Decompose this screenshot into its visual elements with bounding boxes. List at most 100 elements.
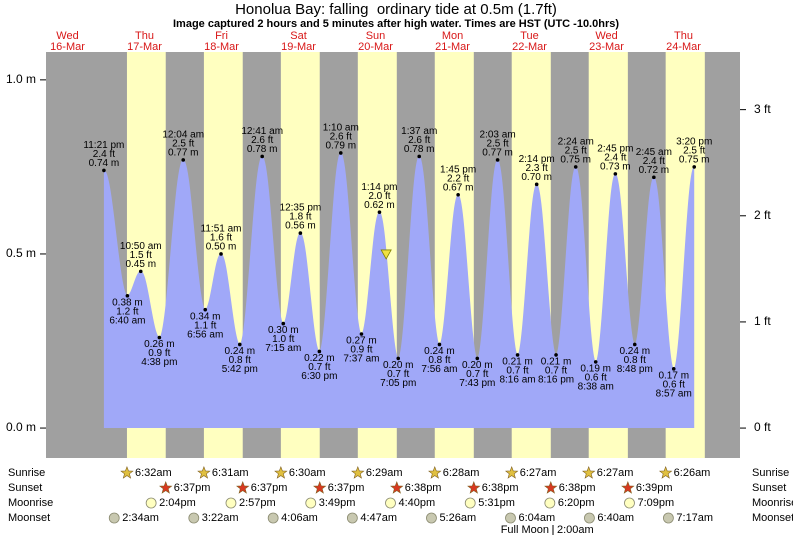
extreme-label: 0.30 m <box>268 325 299 336</box>
extreme-label: 2:24 am <box>558 137 594 148</box>
extreme-label: 1:45 pm <box>440 164 476 175</box>
day-label: Tue <box>520 30 539 42</box>
extreme-dot <box>359 332 364 336</box>
y2-tick-label: 0 ft <box>754 420 771 434</box>
sunset-icon <box>159 480 173 494</box>
extreme-label: 0.70 m <box>521 172 552 183</box>
row-label: Sunrise <box>752 467 789 479</box>
y2-tick-label: 2 ft <box>754 208 771 222</box>
extreme-label: 7:37 am <box>343 354 379 365</box>
y-tick-label: 1.0 m <box>6 72 36 86</box>
extreme-label: 11:21 pm <box>83 140 124 151</box>
extreme-label: 1.2 ft <box>116 306 138 317</box>
sunrise-icon <box>274 465 288 479</box>
extreme-label: 8:57 am <box>656 389 692 400</box>
moonset-icon <box>108 512 120 524</box>
extreme-label: 0.7 ft <box>466 369 488 380</box>
now-marker <box>380 249 392 260</box>
extreme-label: 0.72 m <box>639 165 670 176</box>
chart-subtitle: Image captured 2 hours and 5 minutes aft… <box>173 18 619 30</box>
row-time: 6:37pm <box>251 482 288 494</box>
chart-title: Honolua Bay: falling ordinary tide at 0.… <box>235 1 557 18</box>
extreme-dot <box>260 154 264 159</box>
row-time: 3:22am <box>202 512 239 524</box>
extreme-dot <box>671 367 676 371</box>
extreme-dot <box>102 168 106 173</box>
extreme-dot <box>515 353 520 357</box>
extreme-label: 0.8 ft <box>624 355 646 366</box>
extreme-label: 0.50 m <box>206 242 237 253</box>
extreme-label: 0.45 m <box>125 259 156 270</box>
sunrise-icon <box>428 465 442 479</box>
extreme-label: 0.77 m <box>168 148 199 159</box>
extreme-label: 2.4 ft <box>643 156 665 167</box>
row-time: 6:38pm <box>482 482 519 494</box>
row-time: 3:49pm <box>319 497 356 509</box>
extreme-label: 0.20 m <box>383 360 414 371</box>
row-label: Moonset <box>8 512 50 524</box>
extreme-dot <box>125 293 130 298</box>
moonrise-icon <box>145 497 157 509</box>
extreme-label: 8:16 am <box>499 375 535 386</box>
row-time: 6:26am <box>674 467 711 479</box>
y-tick-label: 0.0 m <box>6 420 36 434</box>
row-time: 7:09pm <box>637 497 674 509</box>
extreme-label: 2.0 ft <box>368 191 390 202</box>
sunrise-icon <box>582 465 596 479</box>
row-time: 4:06am <box>281 512 318 524</box>
date-label: 24-Mar <box>666 41 701 53</box>
sunrise-icon <box>197 465 211 479</box>
extreme-dot <box>573 165 578 169</box>
extreme-dot <box>237 342 242 347</box>
extreme-label: 10:50 am <box>120 241 162 252</box>
extreme-label: 0.27 m <box>346 336 377 347</box>
moonset-icon <box>584 512 595 524</box>
extreme-label: 0.8 ft <box>229 355 251 366</box>
note-label: Full Moon <box>501 524 549 536</box>
moonrise-icon <box>305 497 317 509</box>
extreme-label: 3:20 pm <box>676 137 712 148</box>
moonrise-icon <box>624 497 635 509</box>
extreme-label: 0.78 m <box>247 144 278 155</box>
extreme-dot <box>281 321 286 326</box>
extreme-label: 0.75 m <box>679 155 710 166</box>
row-time: 6:37pm <box>174 482 211 494</box>
extreme-label: 7:05 pm <box>380 378 416 389</box>
extreme-label: 0.21 m <box>541 357 572 368</box>
extreme-label: 0.17 m <box>658 371 689 382</box>
day-label: Fri <box>215 30 228 42</box>
extreme-label: 2.6 ft <box>408 135 430 146</box>
extreme-label: 0.34 m <box>190 311 221 322</box>
extreme-label: 1:37 am <box>401 126 437 137</box>
sunset-icon <box>313 480 327 494</box>
sunset-icon <box>467 480 481 494</box>
row-label: Moonrise <box>8 497 53 509</box>
row-time: 4:40pm <box>398 497 435 509</box>
extreme-dot <box>377 210 382 214</box>
extreme-label: 6:30 pm <box>301 371 337 382</box>
day-label: Sat <box>290 30 307 42</box>
moonset-icon <box>188 512 200 524</box>
extreme-label: 1.6 ft <box>210 233 232 244</box>
sunrise-icon <box>351 465 365 479</box>
sunrise-icon <box>120 465 134 479</box>
extreme-dot <box>157 335 162 340</box>
date-label: 21-Mar <box>435 41 470 53</box>
row-time: 5:31pm <box>478 497 515 509</box>
extreme-label: 2.6 ft <box>330 132 352 143</box>
moonset-icon <box>426 512 437 524</box>
extreme-label: 2:45 am <box>636 147 672 158</box>
extreme-dot <box>652 175 656 180</box>
row-label: Sunset <box>752 482 786 494</box>
extreme-label: 2.6 ft <box>251 135 273 146</box>
extreme-label: 0.74 m <box>89 158 120 169</box>
y-tick-label: 0.5 m <box>6 246 36 260</box>
extreme-label: 0.7 ft <box>308 362 330 373</box>
row-time: 6:38pm <box>559 482 596 494</box>
moonrise-icon <box>464 497 476 509</box>
extreme-label: 2:03 am <box>480 130 516 141</box>
date-label: 16-Mar <box>50 41 85 53</box>
row-time: 6:32am <box>135 467 172 479</box>
